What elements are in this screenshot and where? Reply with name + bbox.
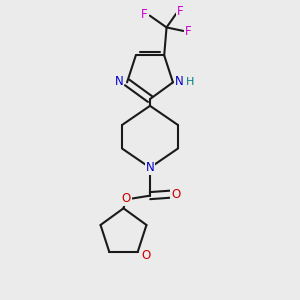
Text: N: N bbox=[114, 75, 123, 88]
Text: F: F bbox=[177, 5, 184, 18]
Text: F: F bbox=[185, 25, 192, 38]
Text: N: N bbox=[175, 75, 184, 88]
Text: H: H bbox=[186, 77, 194, 87]
Text: N: N bbox=[146, 161, 154, 174]
Text: F: F bbox=[141, 8, 148, 21]
Text: O: O bbox=[122, 192, 131, 205]
Text: O: O bbox=[171, 188, 181, 201]
Text: O: O bbox=[141, 249, 151, 262]
